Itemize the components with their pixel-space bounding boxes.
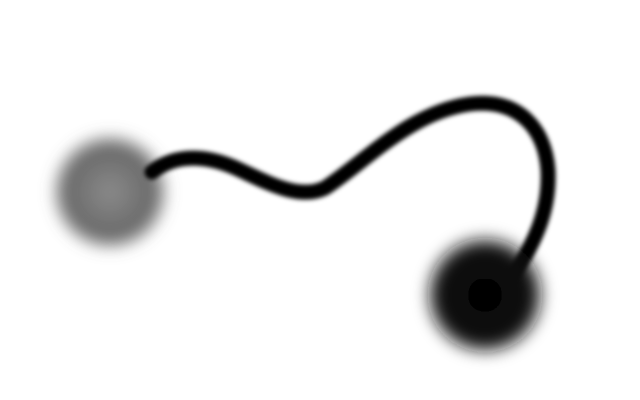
start-node [48, 130, 172, 254]
connector-line [144, 95, 556, 290]
end-node [421, 231, 549, 359]
